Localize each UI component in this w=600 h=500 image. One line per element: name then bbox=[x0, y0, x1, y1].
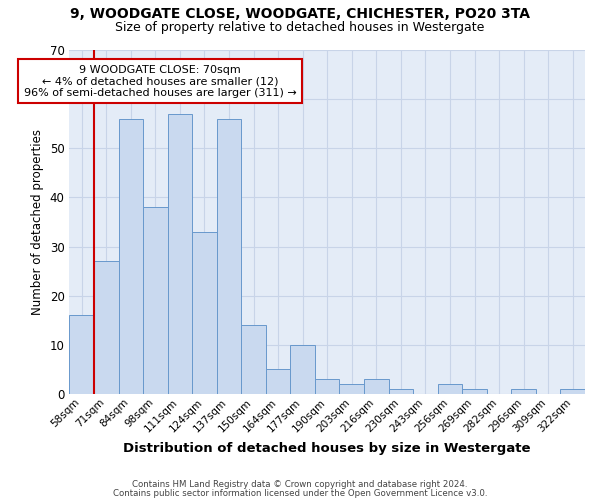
Bar bbox=[364, 380, 389, 394]
Text: 9 WOODGATE CLOSE: 70sqm
← 4% of detached houses are smaller (12)
96% of semi-det: 9 WOODGATE CLOSE: 70sqm ← 4% of detached… bbox=[24, 64, 296, 98]
Bar bbox=[340, 384, 364, 394]
Bar bbox=[119, 119, 143, 394]
Bar bbox=[167, 114, 192, 394]
Bar bbox=[511, 389, 536, 394]
Text: 9, WOODGATE CLOSE, WOODGATE, CHICHESTER, PO20 3TA: 9, WOODGATE CLOSE, WOODGATE, CHICHESTER,… bbox=[70, 8, 530, 22]
Text: Size of property relative to detached houses in Westergate: Size of property relative to detached ho… bbox=[115, 21, 485, 34]
Bar bbox=[560, 389, 585, 394]
Text: Contains HM Land Registry data © Crown copyright and database right 2024.: Contains HM Land Registry data © Crown c… bbox=[132, 480, 468, 489]
Text: Contains public sector information licensed under the Open Government Licence v3: Contains public sector information licen… bbox=[113, 488, 487, 498]
Bar bbox=[462, 389, 487, 394]
X-axis label: Distribution of detached houses by size in Westergate: Distribution of detached houses by size … bbox=[124, 442, 531, 455]
Bar bbox=[437, 384, 462, 394]
Bar bbox=[217, 119, 241, 394]
Bar bbox=[94, 262, 119, 394]
Bar bbox=[70, 316, 94, 394]
Bar bbox=[266, 370, 290, 394]
Bar bbox=[389, 389, 413, 394]
Y-axis label: Number of detached properties: Number of detached properties bbox=[31, 129, 44, 315]
Bar bbox=[192, 232, 217, 394]
Bar bbox=[290, 345, 315, 394]
Bar bbox=[143, 208, 167, 394]
Bar bbox=[241, 325, 266, 394]
Bar bbox=[315, 380, 340, 394]
